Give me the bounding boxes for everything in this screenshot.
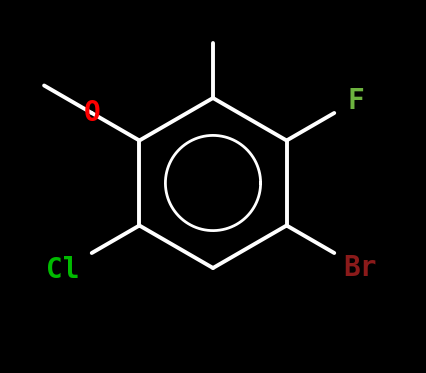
Text: O: O (83, 99, 100, 127)
Text: Cl: Cl (46, 256, 80, 283)
Text: Br: Br (344, 254, 377, 282)
Text: F: F (347, 87, 364, 115)
